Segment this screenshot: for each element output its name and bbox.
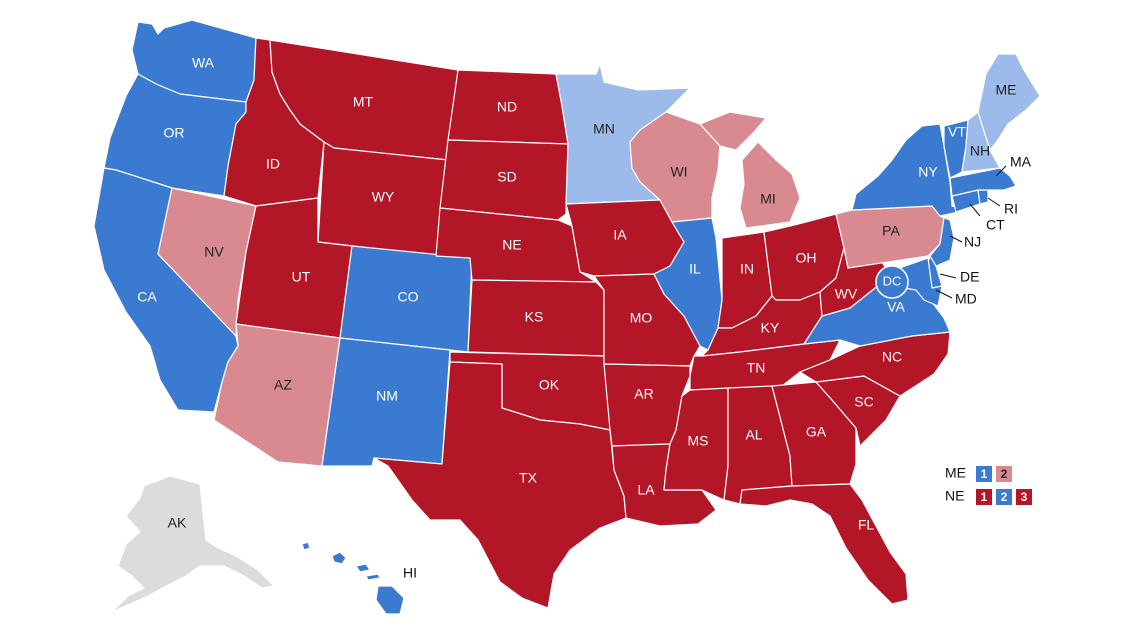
label-md: MD: [955, 291, 977, 307]
label-ne: NE: [502, 237, 521, 253]
legend-me-district-box-1: [976, 466, 992, 482]
callout-labels: MA RI CT NJ DE MD HI: [403, 154, 1032, 581]
legend-ne-district-box-2: [996, 489, 1012, 505]
label-tn: TN: [747, 360, 766, 376]
label-ct: CT: [986, 217, 1005, 233]
legend-ne-district-box-3: [1016, 489, 1032, 505]
label-ar: AR: [634, 386, 653, 402]
label-ia: IA: [613, 227, 627, 243]
state-dc[interactable]: [875, 265, 909, 299]
label-vt: VT: [948, 124, 966, 140]
label-nm: NM: [376, 388, 398, 404]
label-fl: FL: [858, 517, 875, 533]
callout-line-ma: [995, 165, 1007, 177]
label-ny: NY: [918, 164, 938, 180]
label-ky: KY: [761, 320, 780, 336]
label-ca: CA: [137, 289, 157, 305]
label-va: VA: [887, 299, 905, 315]
label-hi: HI: [403, 565, 417, 581]
label-nh: NH: [970, 143, 990, 159]
label-la: LA: [637, 482, 655, 498]
label-wv: WV: [835, 286, 858, 302]
callout-line-de: [939, 273, 957, 279]
callout-line-ct: [969, 203, 981, 217]
state-labels: WA OR CA NV ID MT WY UT AZ CO NM ND SD N…: [137, 55, 1016, 533]
label-ok: OK: [539, 377, 560, 393]
label-ri: RI: [1004, 201, 1018, 217]
label-co: CO: [398, 289, 419, 305]
state-ma[interactable]: [949, 167, 1017, 197]
state-sd[interactable]: [439, 139, 569, 221]
legend-me-label: ME: [945, 465, 966, 481]
label-in: IN: [740, 261, 754, 277]
label-wi: WI: [670, 164, 687, 180]
legend-ne-district-box-1: [976, 489, 992, 505]
label-tx: TX: [519, 470, 538, 486]
state-hi[interactable]: [301, 541, 405, 615]
state-fl[interactable]: [739, 483, 909, 605]
callout-line-md: [935, 289, 953, 299]
legend-ne-district-num-3: 3: [1021, 490, 1028, 504]
label-oh: OH: [796, 250, 817, 266]
label-wa: WA: [192, 55, 215, 71]
state-me[interactable]: [977, 53, 1041, 151]
label-al: AL: [745, 427, 762, 443]
label-mi: MI: [760, 191, 776, 207]
legend-ne-district-num-1: 1: [981, 490, 988, 504]
legend-me-district-num-2: 2: [1001, 467, 1008, 481]
label-nc: NC: [882, 349, 902, 365]
label-or: OR: [164, 125, 185, 141]
label-mt: MT: [353, 94, 374, 110]
label-id: ID: [266, 156, 280, 172]
state-il[interactable]: [653, 217, 723, 351]
label-me: ME: [996, 82, 1017, 98]
state-ri[interactable]: [977, 189, 989, 205]
callout-line-ri: [987, 197, 1001, 207]
label-nd: ND: [497, 99, 517, 115]
legend-me-district-box-2: [996, 466, 1012, 482]
legend-ne-district-num-2: 2: [1001, 490, 1008, 504]
legend-me-district-num-1: 1: [981, 467, 988, 481]
state-tx[interactable]: [373, 361, 627, 609]
label-nv: NV: [204, 244, 224, 260]
label-dc: DC: [883, 273, 902, 288]
label-az: AZ: [274, 377, 292, 393]
label-ut: UT: [292, 269, 311, 285]
state-ak[interactable]: [111, 475, 275, 613]
label-nj: NJ: [964, 234, 981, 250]
label-ks: KS: [525, 309, 544, 325]
label-wy: WY: [372, 189, 395, 205]
label-sd: SD: [497, 169, 516, 185]
state-mi[interactable]: [699, 111, 801, 229]
label-pa: PA: [882, 223, 900, 239]
label-ms: MS: [688, 433, 709, 449]
label-de: DE: [960, 269, 979, 285]
label-ak: AK: [168, 515, 187, 531]
label-sc: SC: [854, 394, 873, 410]
label-ma: MA: [1010, 154, 1032, 170]
label-mn: MN: [593, 121, 615, 137]
callout-line-nj: [949, 235, 963, 243]
legend-ne-label: NE: [945, 488, 964, 504]
label-il: IL: [689, 261, 701, 277]
label-ga: GA: [806, 424, 827, 440]
state-ny[interactable]: [851, 123, 969, 217]
label-mo: MO: [630, 310, 653, 326]
